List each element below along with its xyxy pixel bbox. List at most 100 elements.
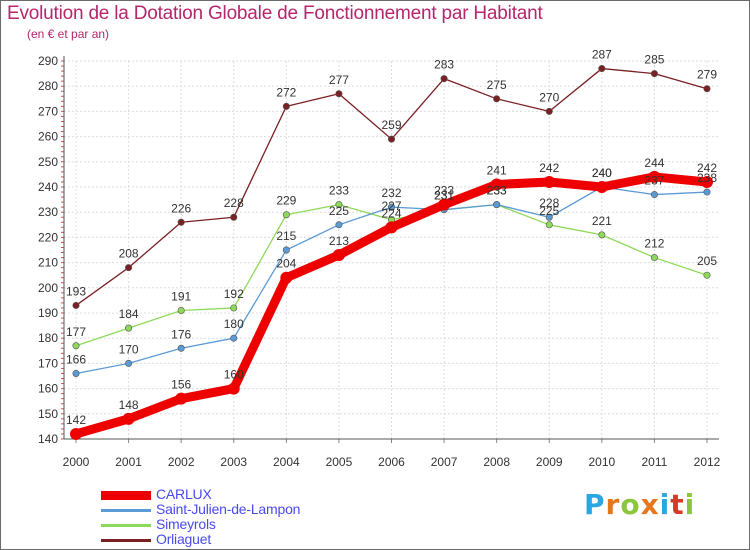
data-point <box>543 175 556 188</box>
legend-swatch <box>101 524 151 527</box>
data-label: 272 <box>276 85 296 99</box>
y-tick-label: 180 <box>38 331 58 345</box>
data-label: 229 <box>276 194 296 208</box>
data-label: 270 <box>539 90 559 104</box>
data-point <box>650 191 658 199</box>
data-label: 227 <box>381 199 401 213</box>
data-point <box>545 107 553 115</box>
data-point <box>703 271 711 279</box>
y-tick-label: 210 <box>38 256 58 270</box>
data-label: 193 <box>66 284 86 298</box>
y-tick-label: 220 <box>38 230 58 244</box>
data-label: 204 <box>276 257 296 271</box>
data-label: 156 <box>171 378 191 392</box>
data-label: 228 <box>224 196 244 210</box>
logo-letter: t <box>670 488 685 521</box>
y-tick-label: 280 <box>38 79 58 93</box>
data-point <box>701 175 713 188</box>
logo-letter: P <box>584 488 606 521</box>
data-label: 191 <box>171 289 191 303</box>
data-label: 231 <box>434 189 454 203</box>
data-label: 225 <box>539 204 559 218</box>
y-tick-label: 170 <box>38 356 58 370</box>
x-tick-label: 2006 <box>378 455 405 469</box>
data-point <box>125 264 133 272</box>
data-point <box>650 254 658 262</box>
data-label: 177 <box>66 325 86 339</box>
data-label: 176 <box>171 327 191 341</box>
y-tick-label: 290 <box>38 54 58 68</box>
legend-label: Simeyrols <box>156 516 216 532</box>
data-label: 242 <box>697 161 717 175</box>
data-label: 240 <box>592 166 612 180</box>
data-label: 279 <box>697 68 717 82</box>
data-point <box>650 70 658 78</box>
data-label: 238 <box>697 171 717 185</box>
data-point <box>490 178 503 191</box>
data-point <box>177 218 185 226</box>
legend-item: Saint-Julien-de-Lampon <box>101 501 401 517</box>
data-point <box>385 221 398 234</box>
data-label: 233 <box>487 184 507 198</box>
y-tick-label: 190 <box>38 306 58 320</box>
data-label: 233 <box>434 184 454 198</box>
x-tick-label: 2005 <box>326 455 353 469</box>
data-point <box>282 102 290 110</box>
data-point <box>335 221 343 229</box>
data-point <box>440 75 448 83</box>
data-label: 208 <box>119 247 139 261</box>
data-label: 232 <box>381 186 401 200</box>
data-point <box>230 334 238 342</box>
data-label: 160 <box>224 368 244 382</box>
data-point <box>177 306 185 314</box>
logo-letter: o <box>620 488 641 521</box>
data-point <box>125 359 133 367</box>
data-label: 226 <box>171 201 191 215</box>
y-tick-label: 240 <box>38 180 58 194</box>
data-point <box>282 211 290 219</box>
data-label: 142 <box>66 413 86 427</box>
x-tick-label: 2012 <box>694 455 721 469</box>
x-tick-label: 2007 <box>431 455 458 469</box>
y-tick-label: 250 <box>38 155 58 169</box>
logo-letter: i <box>659 488 671 521</box>
chart-title: Evolution de la Dotation Globale de Fonc… <box>7 3 543 24</box>
data-point <box>72 301 80 309</box>
data-label: 192 <box>224 287 244 301</box>
data-point <box>230 213 238 221</box>
data-label: 241 <box>487 163 507 177</box>
legend-item: Orliaguet <box>101 531 401 547</box>
data-label: 180 <box>224 317 244 331</box>
data-point <box>125 324 133 332</box>
data-label: 170 <box>119 342 139 356</box>
data-point <box>703 85 711 93</box>
data-label: 225 <box>329 204 349 218</box>
data-label: 233 <box>487 184 507 198</box>
y-tick-label: 140 <box>38 432 58 446</box>
data-point <box>595 181 608 193</box>
data-label: 221 <box>592 214 612 228</box>
proxiti-logo: Proxiti <box>584 488 695 521</box>
data-label: 205 <box>697 254 717 268</box>
y-tick-label: 160 <box>38 382 58 396</box>
data-point <box>545 221 553 229</box>
y-tick-label: 260 <box>38 130 58 144</box>
data-point <box>72 342 80 350</box>
data-point <box>122 412 135 425</box>
data-label: 231 <box>434 189 454 203</box>
data-point <box>72 369 80 377</box>
data-point <box>282 246 290 254</box>
data-label: 215 <box>276 229 296 243</box>
legend-swatch <box>101 509 151 512</box>
data-label: 275 <box>487 78 507 92</box>
data-point <box>387 203 395 211</box>
data-point <box>493 201 501 209</box>
x-tick-label: 2003 <box>220 455 247 469</box>
data-point <box>280 271 293 284</box>
data-label: 283 <box>434 58 454 72</box>
chart-subtitle: (en € et par an) <box>27 27 110 41</box>
data-point <box>648 170 661 183</box>
data-point <box>438 198 451 211</box>
